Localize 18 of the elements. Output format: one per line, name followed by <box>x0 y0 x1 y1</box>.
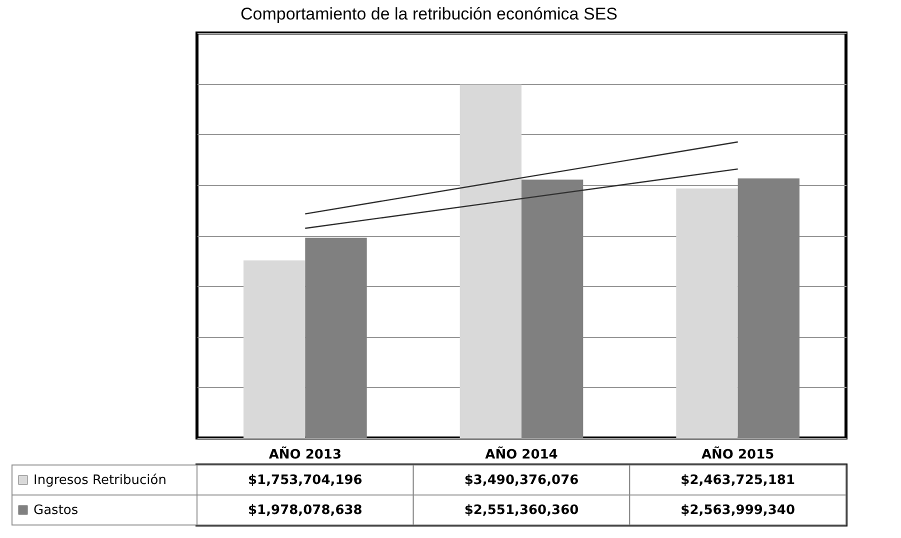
data-label: $2,463,725,181 <box>680 473 795 488</box>
legend-label: Gastos <box>34 503 78 518</box>
bar <box>676 188 738 438</box>
data-label: $1,753,704,196 <box>248 473 362 488</box>
bar <box>522 180 584 438</box>
bar <box>738 178 800 438</box>
bar <box>244 260 306 438</box>
data-label: $2,563,999,340 <box>680 503 795 518</box>
chart-title: Comportamiento de la retribución económica SES <box>240 4 618 24</box>
x-tick-label: AÑO 2015 <box>701 446 774 462</box>
legend-label: Ingresos Retribución <box>34 473 166 488</box>
data-label: $3,490,376,076 <box>464 473 579 488</box>
bar <box>305 238 367 438</box>
data-label: $2,551,360,360 <box>464 503 579 518</box>
data-label: $1,978,078,638 <box>248 503 362 518</box>
x-tick-label: AÑO 2014 <box>485 446 558 462</box>
bar <box>460 84 522 438</box>
x-tick-label: AÑO 2013 <box>268 446 342 462</box>
